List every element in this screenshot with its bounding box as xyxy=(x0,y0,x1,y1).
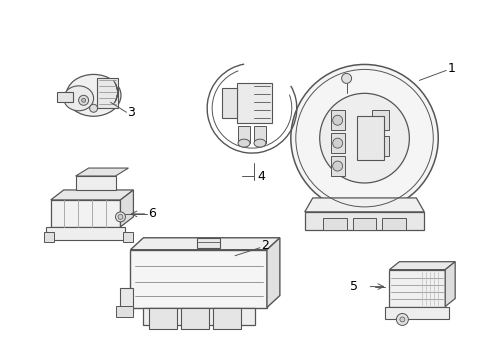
Polygon shape xyxy=(237,84,272,123)
Ellipse shape xyxy=(342,73,352,84)
Polygon shape xyxy=(213,307,241,329)
Polygon shape xyxy=(267,238,280,307)
Polygon shape xyxy=(130,250,267,307)
Polygon shape xyxy=(371,136,390,156)
Ellipse shape xyxy=(118,214,123,219)
Polygon shape xyxy=(222,88,237,118)
Polygon shape xyxy=(390,262,455,270)
Polygon shape xyxy=(331,110,344,130)
Polygon shape xyxy=(51,190,133,200)
Polygon shape xyxy=(254,126,266,143)
Ellipse shape xyxy=(333,138,343,148)
Polygon shape xyxy=(46,227,125,240)
Polygon shape xyxy=(75,176,116,190)
Ellipse shape xyxy=(66,75,121,116)
Ellipse shape xyxy=(333,161,343,171)
Polygon shape xyxy=(386,306,449,319)
Polygon shape xyxy=(181,307,209,329)
Ellipse shape xyxy=(238,139,250,147)
Polygon shape xyxy=(305,212,424,230)
Ellipse shape xyxy=(333,115,343,125)
Text: 5: 5 xyxy=(349,280,358,293)
Polygon shape xyxy=(331,156,344,176)
Bar xyxy=(123,232,133,242)
Bar xyxy=(353,218,376,230)
Polygon shape xyxy=(238,126,250,143)
Text: 1: 1 xyxy=(447,62,455,75)
Ellipse shape xyxy=(319,93,409,183)
Ellipse shape xyxy=(396,314,408,325)
Polygon shape xyxy=(305,198,424,212)
Polygon shape xyxy=(121,288,133,314)
Ellipse shape xyxy=(116,212,125,222)
Ellipse shape xyxy=(291,64,438,212)
Polygon shape xyxy=(144,307,255,325)
Polygon shape xyxy=(149,307,177,329)
Polygon shape xyxy=(97,78,119,108)
Ellipse shape xyxy=(400,317,405,322)
Bar xyxy=(44,232,54,242)
Ellipse shape xyxy=(90,104,98,112)
Text: 2: 2 xyxy=(261,239,269,252)
Polygon shape xyxy=(75,168,128,176)
Bar xyxy=(383,218,406,230)
Text: 4: 4 xyxy=(257,170,265,183)
Polygon shape xyxy=(51,200,121,227)
Polygon shape xyxy=(357,116,385,160)
Polygon shape xyxy=(445,262,455,306)
Polygon shape xyxy=(390,270,445,306)
Text: 6: 6 xyxy=(148,207,156,220)
Polygon shape xyxy=(57,92,73,102)
Polygon shape xyxy=(197,238,220,248)
Polygon shape xyxy=(121,190,133,227)
Polygon shape xyxy=(130,238,280,250)
Polygon shape xyxy=(331,133,344,153)
Ellipse shape xyxy=(254,139,266,147)
Ellipse shape xyxy=(82,98,86,102)
Bar xyxy=(116,306,133,318)
Text: 3: 3 xyxy=(127,106,135,119)
Polygon shape xyxy=(371,110,390,130)
Bar xyxy=(323,218,346,230)
Ellipse shape xyxy=(64,86,94,111)
Ellipse shape xyxy=(78,95,89,105)
